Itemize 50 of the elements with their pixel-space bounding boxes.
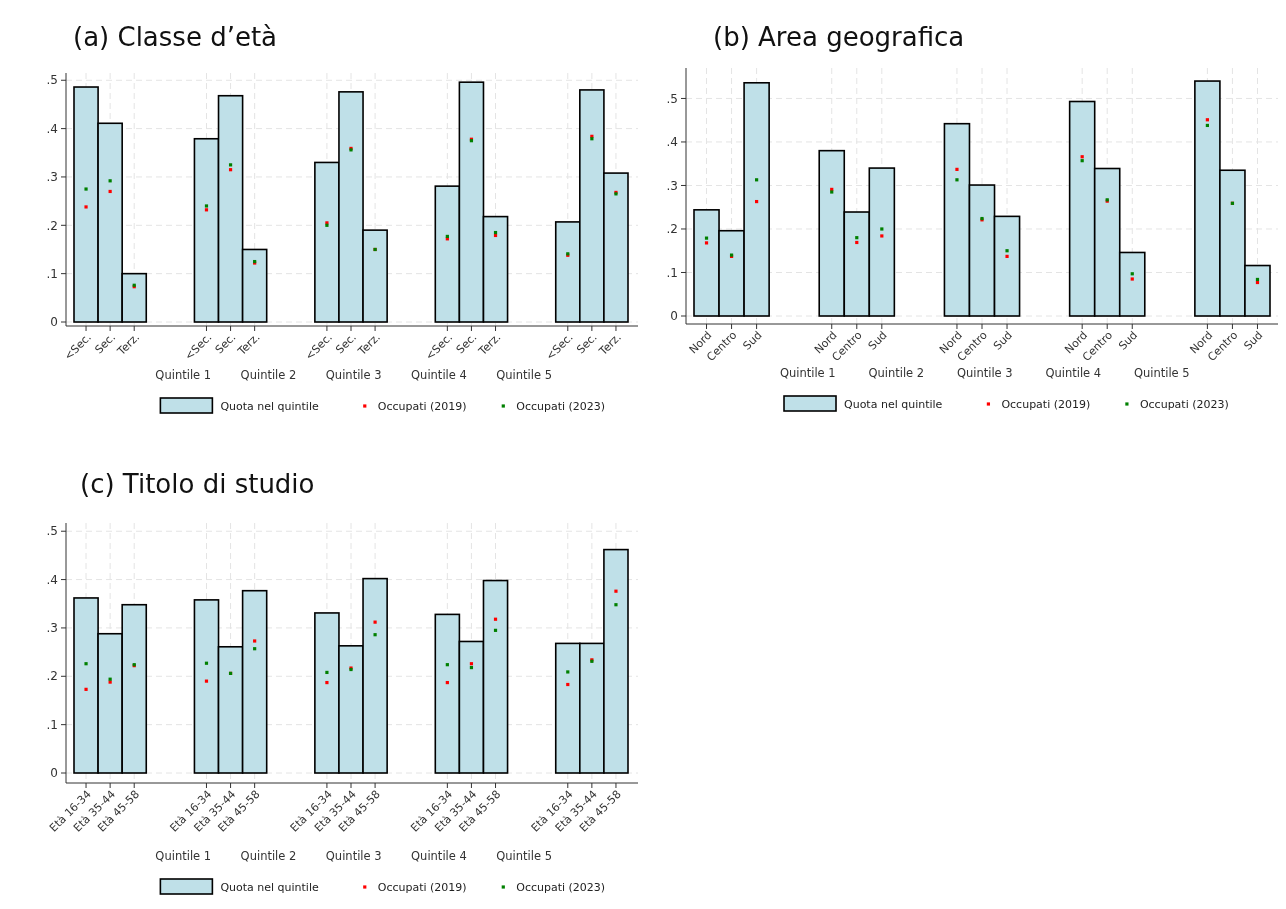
y-tick-label: .5 xyxy=(46,524,58,539)
x-tick-label: Terz. xyxy=(595,330,624,359)
text: Quintile 5 xyxy=(1133,366,1190,380)
y-tick-label: 0 xyxy=(670,309,678,324)
x-tick-label: Terz. xyxy=(114,330,143,359)
text: Quintile 1 xyxy=(155,368,212,382)
text: Quintile 3 xyxy=(325,368,382,382)
legend-label: Quota nel quintile xyxy=(220,400,319,413)
y-tick-label: 0 xyxy=(50,315,58,330)
y-tick-label: 0 xyxy=(50,766,58,781)
y-tick-label: .1 xyxy=(666,265,678,280)
text: Quintile 2 xyxy=(240,368,297,382)
y-tick-label: .1 xyxy=(46,266,58,281)
y-tick-label: .1 xyxy=(46,717,58,732)
y-tick-label: .2 xyxy=(666,222,678,237)
y-tick-label: .4 xyxy=(666,135,678,150)
text: Quintile 3 xyxy=(956,366,1013,380)
x-tick-label: Terz. xyxy=(234,330,263,359)
x-tick-label: Terz. xyxy=(475,330,504,359)
text: Quintile 4 xyxy=(411,368,467,382)
text: Quintile 5 xyxy=(496,849,553,863)
chart-title: (a) Classe d’età xyxy=(73,22,278,52)
text: Quintile 1 xyxy=(155,849,212,863)
x-tick-label: Terz. xyxy=(355,330,383,359)
y-tick-label: .3 xyxy=(666,178,678,193)
text: Quintile 2 xyxy=(240,849,297,863)
y-tick-label: .2 xyxy=(46,218,58,233)
text: Quintile 4 xyxy=(411,849,467,863)
legend-label: Occupati (2023) xyxy=(516,881,606,894)
y-tick-label: .3 xyxy=(46,170,58,185)
y-tick-label: .4 xyxy=(46,572,58,587)
legend-label: Occupati (2023) xyxy=(516,400,606,413)
legend-label: Occupati (2019) xyxy=(377,400,467,413)
legend-label: Quota nel quintile xyxy=(220,881,319,894)
chart-title: (c) Titolo di studio xyxy=(80,469,315,499)
y-tick-label: .5 xyxy=(666,91,678,106)
y-tick-label: .5 xyxy=(46,73,58,88)
text: Quintile 2 xyxy=(868,366,925,380)
legend-label: Occupati (2019) xyxy=(377,881,467,894)
text: Quintile 1 xyxy=(779,366,836,380)
y-tick-label: .3 xyxy=(46,621,58,636)
chart-title: (b) Area geografica xyxy=(713,22,965,52)
text: Quintile 3 xyxy=(325,849,382,863)
legend-label: Occupati (2019) xyxy=(1001,398,1091,411)
legend-label: Quota nel quintile xyxy=(844,398,943,411)
y-tick-label: .2 xyxy=(46,669,58,684)
legend-label: Occupati (2023) xyxy=(1139,398,1229,411)
y-tick-label: .4 xyxy=(46,121,58,136)
text: Quintile 5 xyxy=(496,368,553,382)
text: Quintile 4 xyxy=(1045,366,1102,380)
